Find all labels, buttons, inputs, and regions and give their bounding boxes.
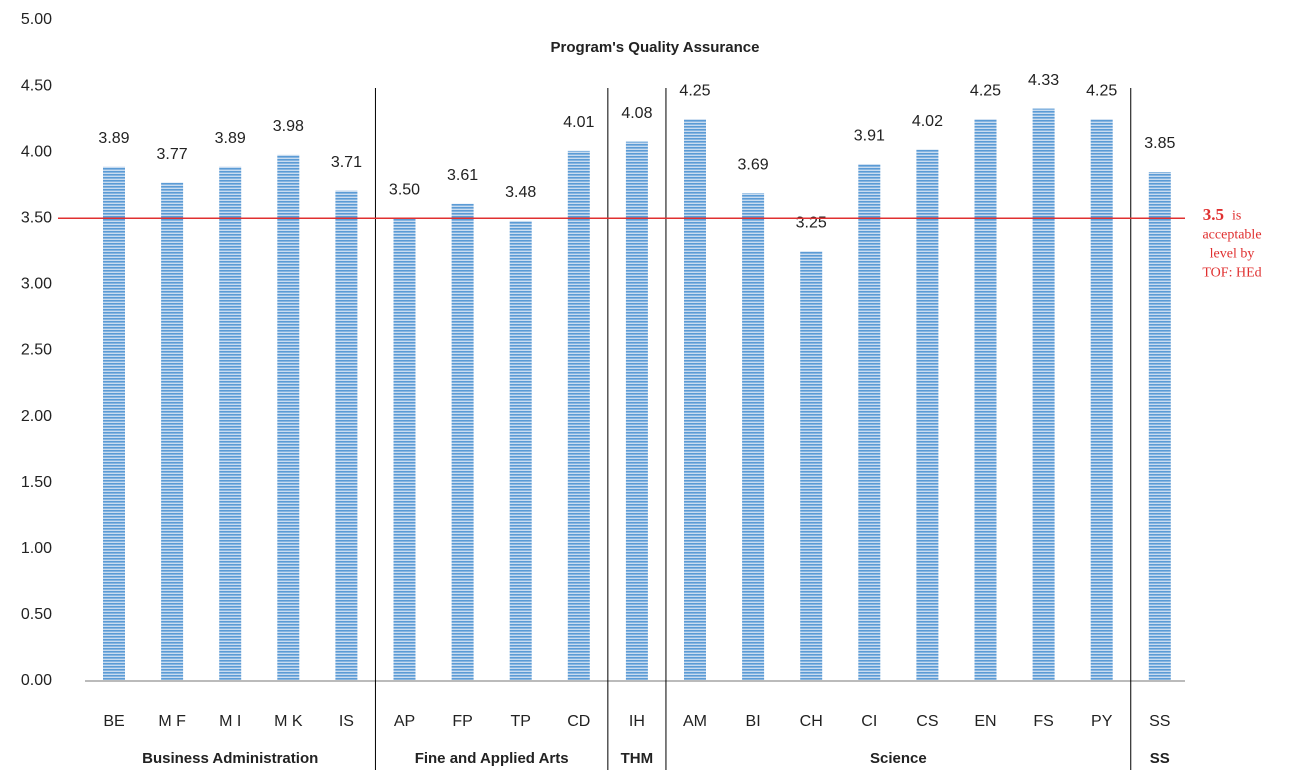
x-tick-label: TP [510,713,530,730]
bar [103,166,125,681]
x-tick-label: PY [1091,713,1113,730]
y-tick-label: 5.00 [21,11,52,28]
value-label: 4.08 [621,105,652,122]
value-label: 3.25 [796,215,827,232]
group-label: Business Administration [142,750,318,767]
bar [742,193,765,681]
value-label: 4.33 [1028,72,1059,89]
bar [451,203,474,681]
bar [219,166,242,681]
x-tick-label: IH [629,713,645,730]
bar [509,220,532,681]
value-label: 3.89 [215,130,246,147]
y-tick-label: 3.00 [21,276,52,293]
x-tick-label: AM [683,713,707,730]
bar [335,190,358,681]
bar [858,164,881,681]
x-tick-label: FS [1033,713,1053,730]
group-label: THM [621,750,654,767]
value-label: 3.77 [157,146,188,163]
value-label: 4.25 [1086,82,1117,99]
bar [1032,108,1055,682]
y-tick-label: 4.50 [21,77,52,94]
annotation-value: 3.5 [1203,205,1224,224]
bar [916,149,939,681]
value-label: 4.25 [679,82,710,99]
x-tick-label: BI [746,713,761,730]
bar [393,218,416,682]
bar [625,141,648,681]
y-tick-label: 4.00 [21,143,52,160]
x-tick-label: M I [219,713,241,730]
x-tick-label: SS [1149,713,1170,730]
y-tick-label: 1.00 [21,540,52,557]
chart-title: Program's Quality Assurance [551,39,760,56]
x-tick-label: EN [974,713,996,730]
annotation-text: acceptable [1202,228,1261,243]
value-label: 3.85 [1144,135,1175,152]
annotation-text: level by [1210,247,1255,262]
value-label: 3.48 [505,184,536,201]
x-tick-label: CS [916,713,938,730]
value-label: 3.61 [447,167,478,184]
bar [1148,172,1171,681]
y-tick-label: 0.00 [21,672,52,689]
value-label: 3.69 [738,156,769,173]
x-tick-label: BE [103,713,124,730]
value-label: 3.50 [389,182,420,199]
bar [1090,119,1113,681]
value-label: 3.89 [98,130,129,147]
value-label: 3.98 [273,118,304,135]
bar [161,182,184,681]
bar [800,251,823,681]
y-tick-label: 1.50 [21,474,52,491]
value-label: 3.71 [331,154,362,171]
group-label: Science [870,750,927,767]
x-tick-label: FP [452,713,472,730]
group-label: Fine and Applied Arts [415,750,569,767]
value-label: 4.02 [912,113,943,130]
x-tick-label: CD [567,713,590,730]
value-label: 4.25 [970,82,1001,99]
value-label: 3.91 [854,127,885,144]
bar [277,154,300,681]
y-tick-label: 3.50 [21,210,52,227]
x-tick-label: IS [339,713,354,730]
y-tick-label: 0.50 [21,606,52,623]
value-label: 4.01 [563,114,594,131]
x-tick-label: CI [861,713,877,730]
x-tick-label: M K [274,713,303,730]
bar [684,119,706,681]
x-tick-label: AP [394,713,415,730]
bar [567,150,590,682]
annotation-text: TOF: HEd [1202,266,1261,281]
group-label: SS [1150,750,1170,767]
x-tick-label: M F [158,713,186,730]
y-tick-label: 2.50 [21,342,52,359]
y-tick-label: 2.00 [21,408,52,425]
x-tick-label: CH [800,713,823,730]
bar [974,119,997,681]
annotation-text: is [1232,209,1241,224]
